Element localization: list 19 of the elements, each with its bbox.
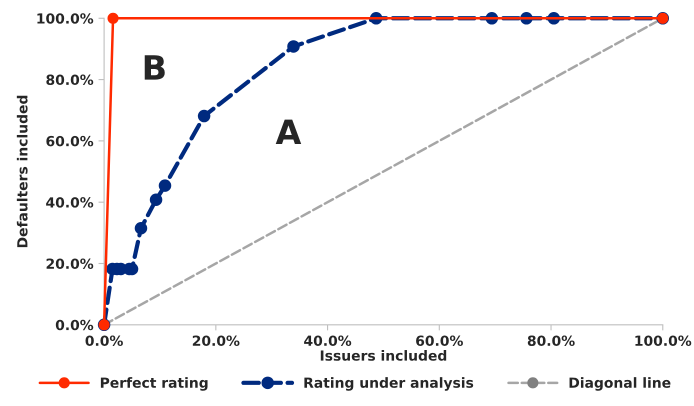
x-tick-label: 20.0% xyxy=(192,335,240,346)
legend-label: Rating under analysis xyxy=(304,377,474,391)
x-tick-label: 80.0% xyxy=(528,335,575,346)
annotation: A xyxy=(276,120,302,144)
y-tick-label: 100.0% xyxy=(37,13,94,24)
x-tick-label: 60.0% xyxy=(416,335,463,346)
x-tick-label: 0.0% xyxy=(86,335,123,346)
y-tick-label: 0.0% xyxy=(56,320,94,330)
x-tick-label: 40.0% xyxy=(304,335,352,346)
annotation: B xyxy=(144,55,165,80)
y-tick-label: 40.0% xyxy=(46,197,94,208)
legend-label: Diagonal line xyxy=(570,377,670,391)
y-tick-label: 20.0% xyxy=(46,258,94,269)
legend-label: Perfect rating xyxy=(100,377,208,391)
y-tick-label: 80.0% xyxy=(46,74,94,86)
y-tick-label: 60.0% xyxy=(46,136,94,146)
y-axis-title: Defaulters included xyxy=(16,96,28,248)
x-axis-title: Issuers included xyxy=(320,350,446,361)
x-tick-label: 100.0% xyxy=(635,335,692,346)
